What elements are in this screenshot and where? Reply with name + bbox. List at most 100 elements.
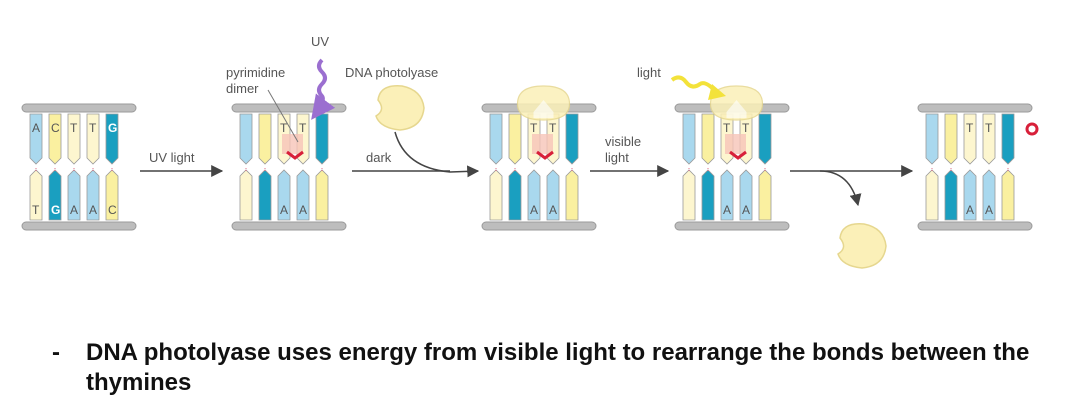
base-top-T — [86, 113, 100, 165]
base-top-G — [105, 113, 119, 165]
visible-light-label: visible light — [605, 134, 641, 165]
light-label: light — [637, 65, 661, 80]
base-bottom-G — [701, 169, 715, 221]
dimer-bond — [725, 134, 746, 154]
dimer-bond — [282, 134, 303, 154]
base-bottom-C — [105, 169, 119, 221]
base-bottom-A — [67, 169, 81, 221]
base-top-A — [489, 113, 503, 165]
base-top-C — [508, 113, 522, 165]
base-bottom-T — [489, 169, 503, 221]
base-bottom-A — [527, 169, 541, 221]
base-bottom-G — [508, 169, 522, 221]
release-curve-arrow — [819, 170, 862, 207]
pyrimidine-dimer-label: pyrimidine dimer — [226, 65, 285, 96]
backbone-bottom-rail — [231, 221, 347, 231]
base-bottom-C — [1001, 169, 1015, 221]
base-bottom-G — [48, 169, 62, 221]
base-top-C — [48, 113, 62, 165]
base-bottom-A — [720, 169, 734, 221]
dimer-letter-top: T — [280, 121, 288, 135]
base-top-G — [565, 113, 579, 165]
enzyme-pocket — [533, 100, 554, 118]
base-bottom-C — [758, 169, 772, 221]
base-bottom-G — [258, 169, 272, 221]
base-letter-top: A — [32, 121, 40, 135]
base-bottom-T — [29, 169, 43, 221]
dimer-letter-top: T — [985, 121, 993, 135]
dimer-letter-bottom: A — [549, 203, 557, 217]
base-letter-bottom: C — [108, 203, 117, 217]
enzyme-pocket — [726, 100, 747, 118]
base-bottom-A — [982, 169, 996, 221]
base-top-G — [315, 113, 329, 165]
base-bottom-T — [682, 169, 696, 221]
base-letter-bottom: T — [32, 203, 40, 217]
base-letter-bottom: G — [51, 203, 60, 217]
base-letter-top: T — [89, 121, 97, 135]
base-top-A — [925, 113, 939, 165]
dimer-letter-bottom: A — [530, 203, 538, 217]
uv-label: UV — [311, 34, 329, 49]
dimer-letter-bottom: A — [985, 203, 993, 217]
dimer-letter-bottom: A — [742, 203, 750, 217]
photolyase-enzyme-icon — [375, 85, 425, 131]
caption: - DNA photolyase uses energy from visibl… — [52, 338, 1032, 398]
backbone-bottom-rail — [674, 221, 790, 231]
dimer-letter-top: T — [742, 121, 750, 135]
base-top-A — [239, 113, 253, 165]
base-letter-bottom: A — [70, 203, 78, 217]
base-bottom-T — [925, 169, 939, 221]
base-top-C — [944, 113, 958, 165]
dimer-letter-bottom: A — [723, 203, 731, 217]
backbone-bottom-rail — [917, 221, 1033, 231]
dimer-chevron-icon — [729, 150, 747, 160]
caption-bullet: - — [52, 339, 60, 366]
base-top-T — [982, 113, 996, 165]
backbone-bottom-rail — [21, 221, 137, 231]
dna-photolyase-label: DNA photolyase — [345, 65, 438, 80]
base-bottom-A — [546, 169, 560, 221]
light-ray-icon — [670, 75, 720, 96]
base-top-A — [682, 113, 696, 165]
dimer-bond — [532, 134, 553, 154]
dark-label: dark — [366, 150, 392, 165]
base-top-G — [1001, 113, 1015, 165]
base-letter-top: G — [108, 121, 117, 135]
base-bottom-A — [86, 169, 100, 221]
dimer-letter-top: T — [723, 121, 731, 135]
base-letter-top: C — [51, 121, 60, 135]
base-top-T — [963, 113, 977, 165]
caption-text: DNA photolyase uses energy from visible … — [86, 339, 1030, 396]
base-bottom-C — [565, 169, 579, 221]
base-top-C — [701, 113, 715, 165]
uv-ray-icon — [311, 58, 336, 120]
released-enzyme-icon — [837, 223, 887, 269]
pyrimidine-dimer-leader — [267, 89, 299, 143]
dimer-letter-top: T — [299, 121, 307, 135]
backbone-top-rail — [231, 103, 347, 113]
base-bottom-C — [315, 169, 329, 221]
base-bottom-G — [944, 169, 958, 221]
dimer-letter-top: T — [549, 121, 557, 135]
base-top-G — [758, 113, 772, 165]
base-top-C — [258, 113, 272, 165]
base-top-T — [67, 113, 81, 165]
base-bottom-A — [739, 169, 753, 221]
dimer-letter-top: T — [530, 121, 538, 135]
base-bottom-A — [277, 169, 291, 221]
dimer-letter-bottom: A — [966, 203, 974, 217]
base-bottom-T — [239, 169, 253, 221]
backbone-top-rail — [21, 103, 137, 113]
dark-arrow — [394, 131, 480, 178]
dimer-letter-bottom: A — [299, 203, 307, 217]
backbone-bottom-rail — [481, 221, 597, 231]
dimer-chevron-icon — [536, 150, 554, 160]
pointer-dot — [1025, 122, 1039, 136]
base-bottom-A — [296, 169, 310, 221]
dimer-chevron-icon — [286, 150, 304, 160]
base-letter-top: T — [70, 121, 78, 135]
base-letter-bottom: A — [89, 203, 97, 217]
uv-light-label: UV light — [149, 150, 195, 165]
